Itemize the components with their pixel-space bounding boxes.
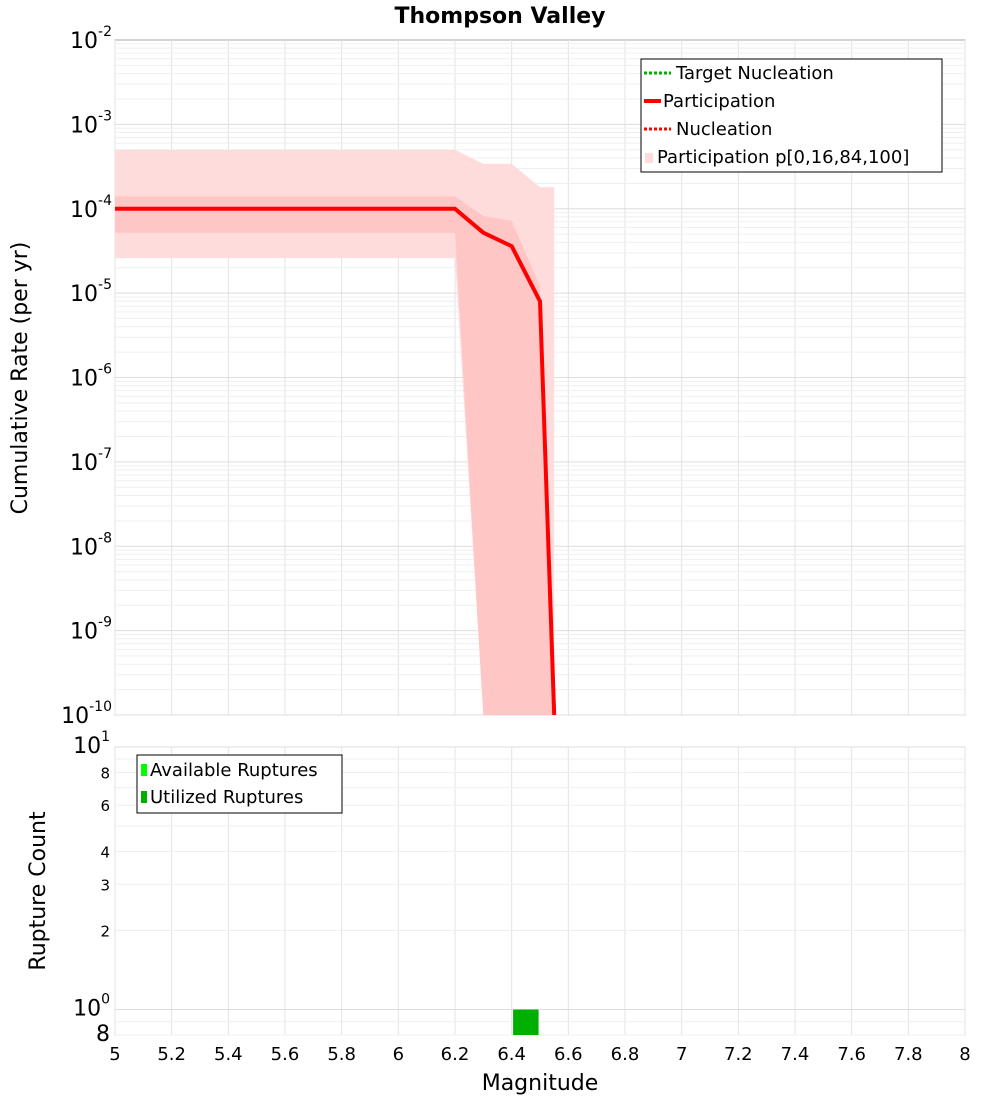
x-tick-label: 7	[676, 1044, 687, 1065]
count-grid	[114, 746, 966, 1036]
rate-y-ticks: 10-2 10-3 10-4 10-5 10-6 10-7 10-8 10-9 10-10	[61, 24, 112, 729]
rate-y-tick-label: 10-2	[70, 24, 112, 54]
x-tick-label: 7.4	[781, 1044, 810, 1065]
rate-legend-label: Target Nucleation	[675, 63, 834, 84]
rate-legend-box	[640, 58, 943, 173]
rate-legend-label: Participation	[663, 91, 775, 112]
count-legend-label: Utilized Ruptures	[150, 787, 303, 808]
x-tick-label: 5.6	[271, 1044, 300, 1065]
x-tick-label: 5.8	[327, 1044, 356, 1065]
x-tick-label: 8	[959, 1044, 970, 1065]
x-axis-ticks: 5 5.2 5.4 5.6 5.8 6 6.2 6.4 6.6 6.8 7 7.2 7.4 7.6 7.8 8	[109, 1044, 970, 1065]
count-legend: Available Ruptures Utilized Ruptures	[136, 754, 343, 814]
x-axis-label: Magnitude	[482, 1071, 599, 1096]
rate-panel: 10-2 10-3 10-4 10-5 10-6 10-7 10-8 10-9 10-10 Cu…	[8, 24, 966, 729]
count-y-tick-label: 101	[73, 729, 110, 759]
x-tick-label: 7.2	[724, 1044, 753, 1065]
x-tick-label: 6.8	[611, 1044, 640, 1065]
participation-line	[115, 206, 557, 716]
count-legend-box	[136, 754, 343, 814]
legend-swatch	[141, 791, 147, 803]
chart-title: Thompson Valley	[395, 4, 606, 29]
legend-swatch	[141, 764, 147, 776]
count-y-axis-label: Rupture Count	[26, 811, 51, 971]
count-bars	[513, 1009, 539, 1035]
rate-y-tick-label: 10-6	[70, 362, 112, 392]
x-tick-label: 5	[109, 1044, 120, 1065]
participation-bands	[115, 149, 555, 716]
count-y-tick-label: 100	[73, 992, 110, 1022]
count-legend-label: Available Ruptures	[150, 760, 318, 781]
count-y-tick-label: 6	[100, 797, 110, 815]
x-tick-label: 6.2	[441, 1044, 470, 1065]
x-tick-label: 6.6	[554, 1044, 583, 1065]
rate-y-tick-label: 10-5	[70, 277, 112, 307]
x-tick-label: 7.8	[894, 1044, 923, 1065]
rate-y-axis-label: Cumulative Rate (per yr)	[8, 242, 33, 515]
rate-legend-label: Nucleation	[676, 119, 772, 140]
rate-legend-label: Participation p[0,16,84,100]	[657, 147, 909, 168]
x-tick-label: 7.6	[837, 1044, 866, 1065]
utilized-ruptures-bar	[513, 1009, 539, 1035]
rate-series	[115, 206, 557, 716]
count-y-tick-label: 8	[96, 1022, 110, 1047]
x-tick-label: 6.4	[497, 1044, 526, 1065]
x-tick-label: 5.2	[157, 1044, 186, 1065]
count-y-tick-label: 3	[100, 876, 110, 894]
rate-y-tick-label: 10-8	[70, 530, 112, 560]
rate-y-tick-label: 10-4	[70, 193, 112, 223]
count-y-tick-label: 4	[100, 843, 110, 861]
x-tick-label: 5.4	[214, 1044, 243, 1065]
count-y-tick-label: 2	[100, 923, 110, 941]
rate-y-tick-label: 10-3	[70, 108, 112, 138]
band-p16-p84	[115, 196, 555, 715]
rate-y-tick-label: 10-7	[70, 446, 112, 476]
x-tick-label: 6	[393, 1044, 404, 1065]
count-y-tick-label: 8	[100, 764, 110, 782]
legend-swatch	[645, 153, 653, 163]
rate-legend: Target Nucleation Participation Nucleation…	[640, 58, 943, 173]
rate-y-tick-label: 10-9	[70, 615, 112, 645]
rate-y-tick-label: 10-10	[61, 699, 112, 729]
